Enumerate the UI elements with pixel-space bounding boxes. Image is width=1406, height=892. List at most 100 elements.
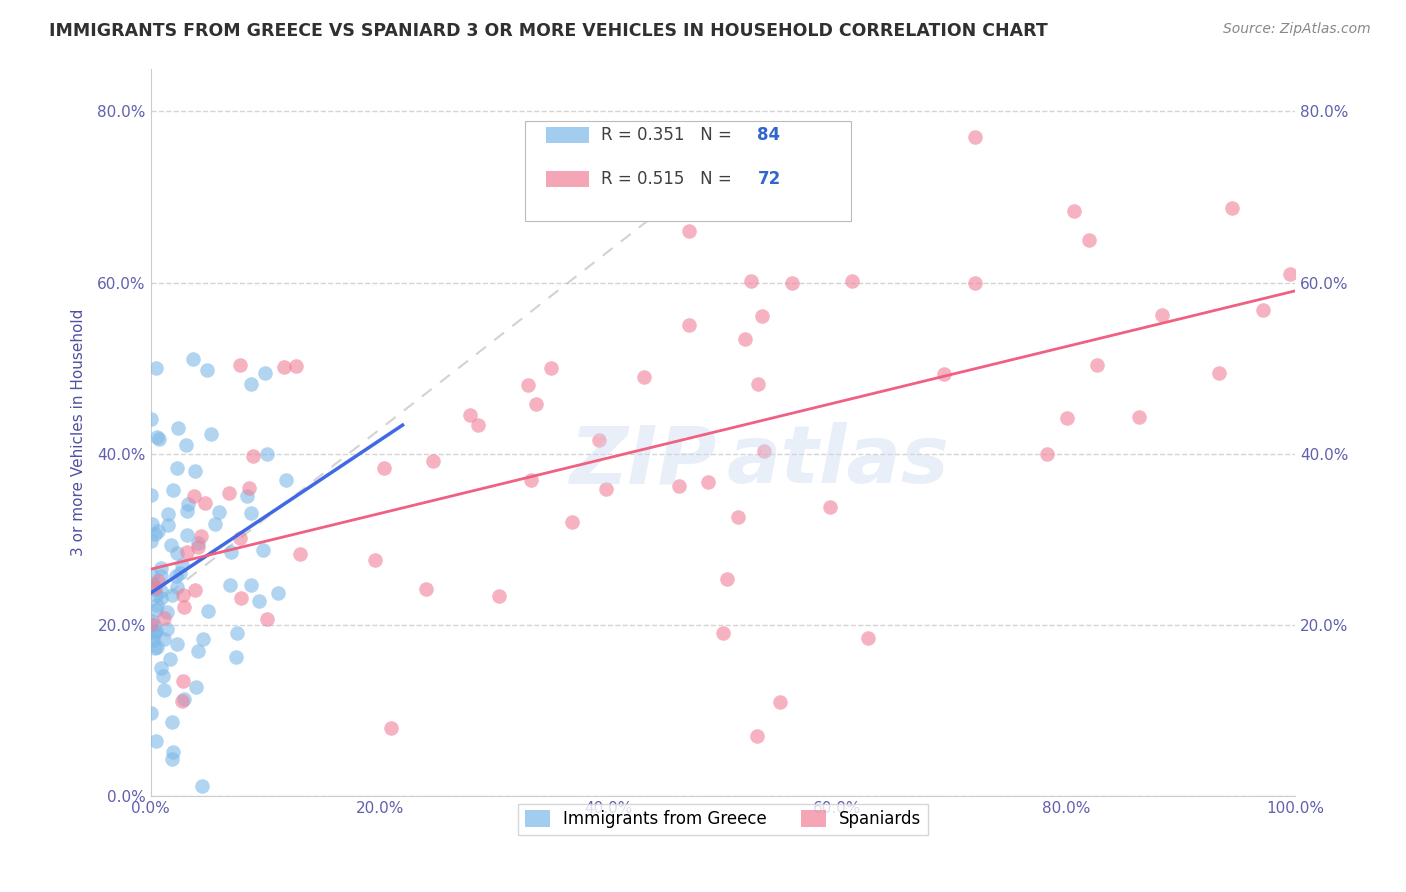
Point xyxy=(139,533,162,548)
Point xyxy=(186,643,208,657)
Point xyxy=(1208,366,1230,380)
Point xyxy=(162,483,184,497)
Point xyxy=(267,586,290,600)
Point xyxy=(159,652,181,666)
Point xyxy=(856,631,879,645)
Point xyxy=(145,734,167,748)
Point xyxy=(747,729,769,743)
Point xyxy=(711,626,734,640)
Point xyxy=(256,447,278,461)
Point xyxy=(166,580,188,594)
Point xyxy=(561,515,583,529)
Point xyxy=(143,641,166,656)
Point xyxy=(242,449,264,463)
Point xyxy=(176,545,198,559)
Point xyxy=(184,583,207,598)
Point xyxy=(141,412,163,426)
Point xyxy=(170,558,193,572)
Point xyxy=(187,540,209,554)
Point xyxy=(519,473,541,487)
Point xyxy=(841,274,863,288)
Point xyxy=(145,598,167,612)
Point xyxy=(146,640,169,655)
Text: IMMIGRANTS FROM GREECE VS SPANIARD 3 OR MORE VEHICLES IN HOUSEHOLD CORRELATION C: IMMIGRANTS FROM GREECE VS SPANIARD 3 OR … xyxy=(49,22,1047,40)
Point xyxy=(288,547,311,561)
Point xyxy=(139,706,162,720)
Point xyxy=(177,497,200,511)
Point xyxy=(150,591,173,605)
Point xyxy=(152,632,174,646)
Text: atlas: atlas xyxy=(725,423,949,500)
Point xyxy=(273,359,295,374)
Point xyxy=(166,461,188,475)
Point xyxy=(1056,410,1078,425)
Text: Source: ZipAtlas.com: Source: ZipAtlas.com xyxy=(1223,22,1371,37)
Point xyxy=(143,527,166,541)
Point xyxy=(1279,267,1302,281)
Point xyxy=(218,486,240,500)
Point xyxy=(183,464,205,478)
Point xyxy=(697,475,720,489)
Point xyxy=(422,454,444,468)
Point xyxy=(148,432,170,446)
Point xyxy=(142,618,165,632)
Point xyxy=(160,538,183,552)
Point xyxy=(240,577,263,591)
Point xyxy=(141,516,163,531)
Point xyxy=(458,409,481,423)
Text: 84: 84 xyxy=(758,127,780,145)
Point xyxy=(149,661,172,675)
Point xyxy=(145,429,167,443)
Point xyxy=(229,531,252,545)
Point xyxy=(238,481,260,495)
Point xyxy=(740,274,762,288)
Point xyxy=(191,779,214,793)
Point xyxy=(1078,233,1101,247)
FancyBboxPatch shape xyxy=(524,121,851,221)
Point xyxy=(380,721,402,735)
Point xyxy=(963,276,986,290)
Text: ZIP: ZIP xyxy=(569,423,717,500)
Point xyxy=(678,224,700,238)
Point xyxy=(157,507,180,521)
Point xyxy=(1128,410,1150,425)
Point xyxy=(229,358,252,372)
Point xyxy=(145,602,167,616)
Point xyxy=(595,483,617,497)
Point xyxy=(364,553,387,567)
Point xyxy=(225,649,247,664)
Point xyxy=(142,579,165,593)
Point xyxy=(152,668,174,682)
Point xyxy=(204,517,226,532)
Point xyxy=(488,589,510,603)
Point xyxy=(752,444,775,458)
Point xyxy=(734,332,756,346)
Point xyxy=(219,545,242,559)
Point xyxy=(142,577,165,591)
Point xyxy=(160,588,183,602)
Point xyxy=(176,527,198,541)
Point xyxy=(284,359,307,373)
Point xyxy=(236,489,259,503)
Point xyxy=(727,510,749,524)
Point xyxy=(172,674,194,689)
Point xyxy=(176,504,198,518)
Point xyxy=(197,604,219,618)
Point xyxy=(1085,359,1108,373)
Point xyxy=(183,351,205,366)
Point xyxy=(517,378,540,392)
Point xyxy=(373,461,395,475)
Point xyxy=(780,276,803,290)
Point xyxy=(187,536,209,550)
Point xyxy=(225,625,247,640)
Point xyxy=(174,437,197,451)
Point xyxy=(253,366,276,380)
Point xyxy=(256,612,278,626)
Point xyxy=(162,745,184,759)
Point xyxy=(219,577,242,591)
Point xyxy=(1150,308,1173,322)
Point xyxy=(156,517,179,532)
Point xyxy=(820,500,842,515)
Point xyxy=(152,611,174,625)
Point xyxy=(145,361,167,376)
